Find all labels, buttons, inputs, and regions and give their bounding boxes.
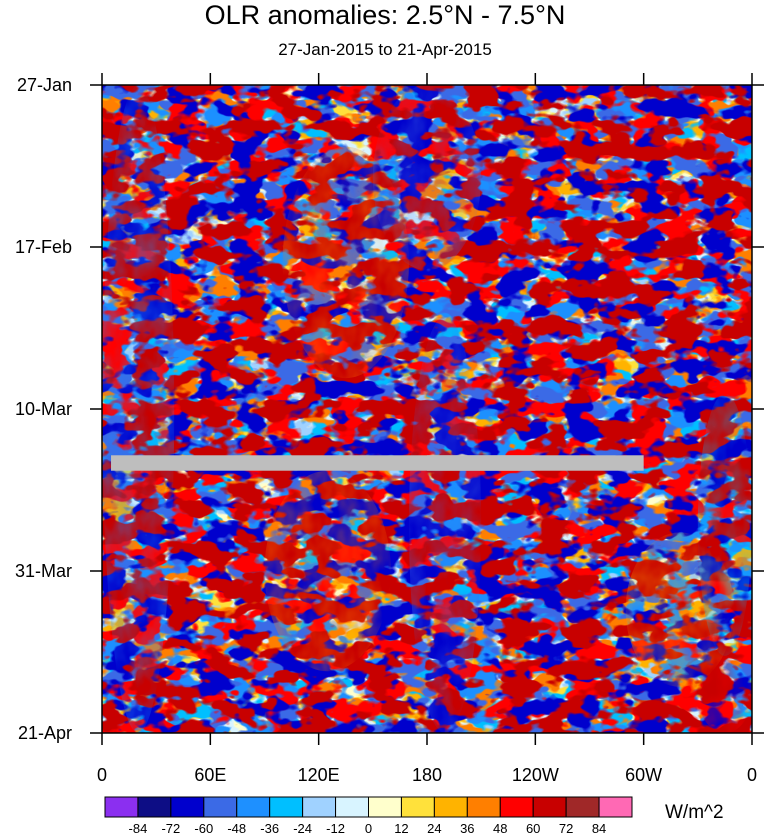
negative-anomaly-region [102,85,175,733]
y-axis: 27-Jan 17-Feb 10-Mar 31-Mar 21-Apr [15,75,764,743]
colorbar-swatch [335,796,369,818]
negative-anomaly-region [408,316,482,733]
y-tick-label: 31-Mar [15,561,72,581]
x-tick-label: 120W [512,765,559,785]
positive-anomaly-region [697,655,752,733]
colorbar-level-label: 12 [394,821,408,834]
colorbar-swatch [532,796,567,818]
colorbar-swatch [236,796,271,818]
missing-band [427,455,644,471]
y-tick-label: 17-Feb [15,237,72,257]
colorbar-level-label: -72 [161,821,180,834]
colorbar-swatch [368,796,402,818]
colorbar-swatch [433,796,468,818]
colorbar-level-label: 60 [526,821,540,834]
colorbar-swatch [137,796,172,818]
colorbar-swatch [499,796,534,818]
negative-anomaly-region [697,393,752,656]
missing-data-mask [111,455,644,471]
colorbar-swatch [269,796,304,818]
colorbar-swatch [203,796,238,818]
x-tick-label: 0 [747,765,757,785]
colorbar-swatch [598,796,633,818]
x-tick-label: 120E [298,765,340,785]
colorbar-level-label: -84 [129,821,148,834]
colorbar-level-label: 48 [493,821,507,834]
x-tick-label: 0 [97,765,107,785]
x-tick-label: 180 [412,765,442,785]
negative-anomaly-region [372,85,482,271]
colorbar-swatch [302,796,337,818]
y-tick-label: 21-Apr [18,723,72,743]
colorbar-swatch [170,796,205,818]
colorbar-swatch [104,796,139,818]
y-tick-label: 10-Mar [15,399,72,419]
chart-title: OLR anomalies: 2.5°N - 7.5°N [204,0,566,30]
colorbar-level-label: 72 [559,821,573,834]
colorbar-swatch [565,796,600,818]
colorbar-level-label: 24 [427,821,441,834]
y-tick-label: 27-Jan [17,75,72,95]
positive-anomaly-region [264,470,391,672]
colorbar-swatch [400,796,435,818]
colorbar-level-label: 36 [460,821,474,834]
x-tick-label: 60E [194,765,226,785]
colorbar-level-label: -60 [194,821,213,834]
colorbar-swatch [466,796,501,818]
colorbar: -84 -72 -60 -48 -36 -24 -12 0 12 24 36 48 60 72 84 [104,796,633,834]
colorbar-level-label: 84 [592,821,606,834]
colorbar-level-label: -36 [260,821,279,834]
chart-subtitle: 27-Jan-2015 to 21-Apr-2015 [278,40,492,59]
x-axis: 0 60E 120E 180 120W 60W 0 [97,73,757,785]
x-tick-label: 60W [625,765,662,785]
colorbar-units: W/m^2 [665,802,724,823]
colorbar-level-label: 0 [365,821,372,834]
colorbar-level-label: -24 [293,821,312,834]
colorbar-level-label: -12 [326,821,345,834]
anomaly-field [102,85,752,733]
colorbar-level-label: -48 [227,821,246,834]
